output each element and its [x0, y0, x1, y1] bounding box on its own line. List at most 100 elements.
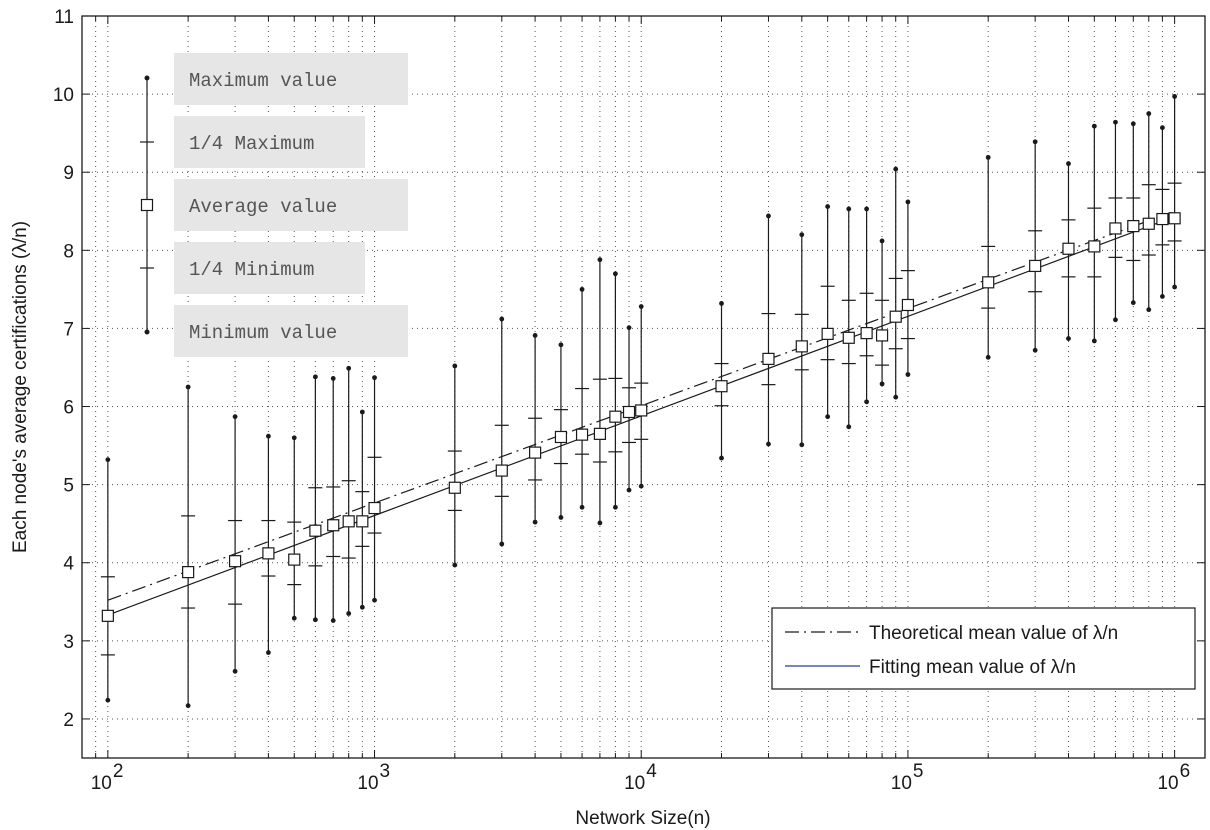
max-dot — [1066, 161, 1071, 167]
average-square — [795, 340, 808, 353]
data-point-group — [1087, 123, 1102, 344]
x-tick-exponent: 3 — [380, 761, 391, 782]
y-tick-label: 8 — [63, 241, 74, 262]
min-dot — [330, 618, 336, 623]
min-dot — [825, 414, 831, 420]
y-axis-ticks: 2 3 4 5 6 7 8 9 10 11 — [53, 7, 1205, 731]
key-box-min — [174, 305, 408, 357]
max-dot — [846, 206, 852, 212]
max-dot — [185, 384, 191, 390]
x-tick-label: 10 — [1157, 773, 1178, 794]
min-dot — [719, 455, 724, 461]
max-dot — [579, 286, 585, 292]
average-square — [593, 427, 607, 440]
average-square — [715, 380, 728, 393]
plot-frame — [81, 15, 1206, 759]
max-dot — [985, 154, 991, 160]
max-dot — [1113, 119, 1118, 125]
y-tick-label: 6 — [63, 398, 74, 419]
data-point-group — [761, 213, 776, 447]
max-dot — [558, 342, 564, 348]
min-dot — [1066, 336, 1071, 341]
average-square — [901, 298, 915, 312]
average-square — [860, 327, 873, 340]
average-square — [101, 609, 114, 622]
key-box-avg — [174, 179, 408, 231]
data-point-group — [287, 435, 302, 621]
data-point-group — [622, 325, 637, 493]
average-square — [762, 352, 775, 365]
data-point-group — [1108, 119, 1123, 323]
average-square — [327, 519, 340, 532]
average-square — [448, 481, 461, 494]
min-dot — [1172, 284, 1178, 290]
data-point-group — [261, 433, 276, 655]
x-tick-exponent: 5 — [913, 761, 924, 782]
min-dot — [846, 424, 852, 430]
max-dot — [266, 433, 271, 439]
min-dot — [291, 615, 297, 621]
max-dot — [719, 301, 724, 306]
min-dot — [893, 394, 899, 400]
max-dot — [766, 213, 771, 219]
min-dot — [359, 604, 365, 610]
data-point-group — [875, 238, 890, 387]
average-square — [609, 410, 622, 423]
y-tick-label: 3 — [63, 632, 74, 653]
max-dot — [1032, 139, 1038, 145]
y-tick-label: 11 — [54, 7, 74, 28]
max-dot — [1160, 125, 1165, 131]
x-tick-exponent: 2 — [113, 761, 124, 782]
theoretical-mean-line — [107, 210, 1175, 601]
key-max-dot — [144, 75, 150, 81]
data-point-group — [1167, 94, 1182, 290]
max-dot — [893, 166, 899, 172]
legend: Theoretical mean value of λ/n Fitting me… — [771, 607, 1196, 690]
data-point-group — [326, 376, 341, 623]
data-point-group — [820, 204, 835, 420]
y-tick-label: 10 — [53, 85, 74, 106]
average-square — [1109, 222, 1122, 235]
data-point-group — [553, 342, 568, 520]
average-square — [342, 515, 355, 528]
average-square — [982, 276, 995, 289]
key-label-max: Maximum value — [189, 70, 337, 92]
data-point-group — [575, 286, 590, 510]
data-point-group — [1141, 111, 1156, 313]
data-series — [100, 94, 1182, 709]
min-dot — [638, 483, 644, 489]
min-dot — [1032, 347, 1038, 353]
data-point-group — [181, 384, 196, 709]
min-dot — [1113, 317, 1118, 323]
max-dot — [232, 414, 238, 420]
average-square — [309, 524, 322, 537]
average-square — [368, 501, 381, 515]
average-square — [262, 547, 275, 560]
x-tick-label: 10 — [357, 773, 378, 794]
min-dot — [1160, 293, 1165, 299]
y-tick-label: 9 — [63, 163, 74, 184]
key-label-q1: 1/4 Minimum — [189, 259, 314, 281]
min-dot — [612, 504, 618, 510]
max-dot — [638, 304, 644, 309]
data-point-group — [308, 374, 323, 623]
min-dot — [312, 617, 318, 623]
max-dot — [346, 365, 352, 371]
max-dot — [864, 206, 870, 212]
key-label-q3: 1/4 Maximum — [189, 133, 314, 155]
average-square — [622, 405, 636, 419]
key-min-dot — [144, 329, 150, 335]
min-dot — [372, 597, 377, 603]
data-point-group — [714, 301, 729, 461]
average-square — [575, 428, 589, 441]
data-point-group — [900, 199, 915, 377]
average-square — [1168, 212, 1181, 225]
data-point-group — [634, 304, 649, 489]
min-dot — [766, 441, 771, 447]
min-dot — [905, 372, 911, 377]
min-dot — [232, 668, 238, 674]
min-dot — [879, 381, 885, 387]
key-label-min: Minimum value — [189, 322, 337, 344]
